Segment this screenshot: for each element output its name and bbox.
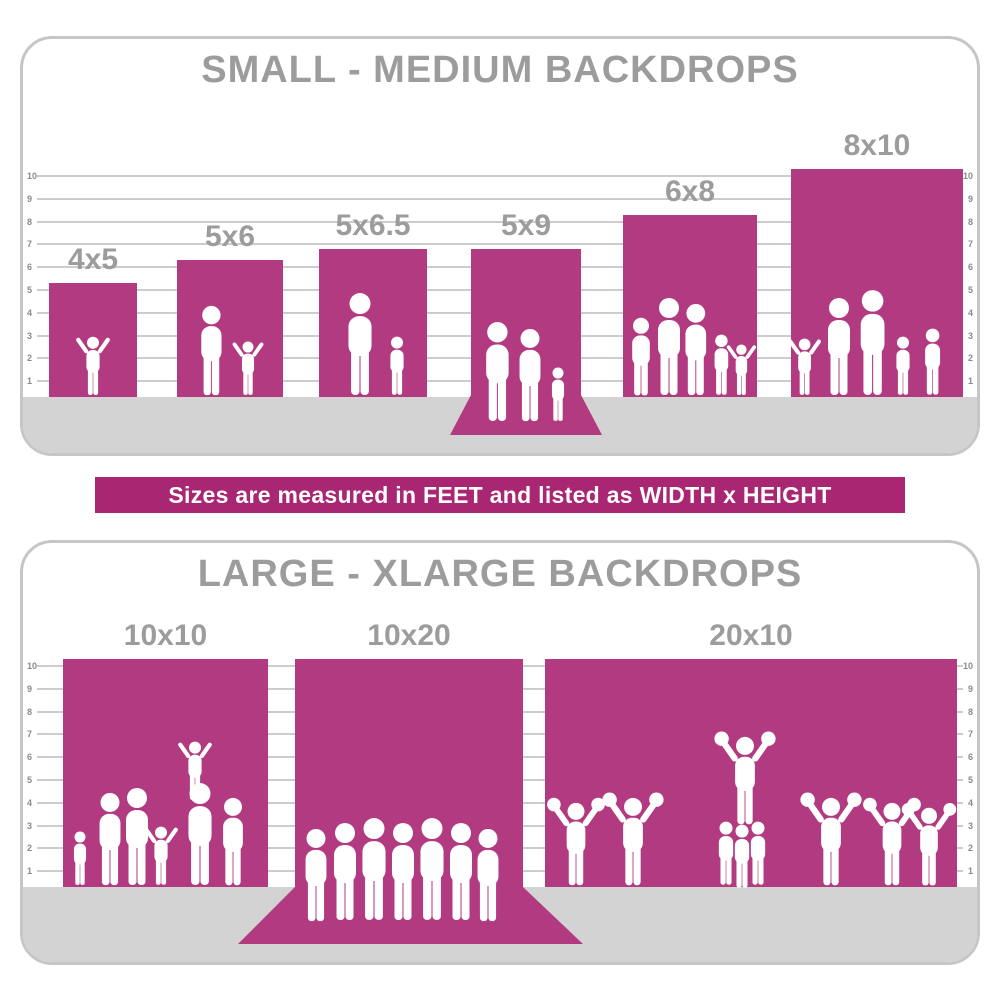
gridline: [37, 197, 963, 200]
bar-size-label: 6x8: [664, 174, 716, 208]
bar-size-label: 8x10: [843, 129, 911, 162]
y-axis-tick: 9: [27, 193, 33, 204]
bar-5x6: 5x6: [177, 220, 283, 397]
father-son-silhouette: [348, 293, 404, 395]
y-axis-tick: 6: [967, 262, 973, 273]
bar-size-label: 20x10: [709, 619, 793, 652]
y-axis-tick: 4: [967, 307, 973, 318]
y-axis-tick: 4: [27, 797, 33, 808]
y-axis-tick: 8: [27, 216, 33, 227]
bar-10x20: 10x20: [295, 619, 523, 922]
y-axis-tick: 8: [967, 216, 973, 227]
y-axis-tick: 1: [27, 866, 33, 877]
measurement-note-text: Sizes are measured in FEET and listed as…: [168, 481, 832, 508]
measurement-note-banner: Sizes are measured in FEET and listed as…: [95, 477, 905, 513]
panel-title: SMALL - MEDIUM BACKDROPS: [201, 49, 799, 91]
large-xlarge-panel: LARGE - XLARGE BACKDROPS 10x10 10x20 20x…: [20, 540, 980, 965]
gridline: [37, 220, 963, 223]
y-axis-tick: 6: [27, 262, 33, 273]
adult-group-silhouette: [305, 818, 499, 922]
y-axis-tick: 10: [962, 661, 973, 671]
y-axis-tick: 4: [27, 307, 33, 318]
y-axis-tick: 2: [967, 843, 973, 854]
y-axis-tick: 10: [962, 171, 973, 181]
large-family-silhouette: [791, 290, 941, 395]
family-on-runner-silhouette: [486, 322, 565, 422]
gridline: [37, 175, 963, 177]
y-axis-tick: 1: [967, 866, 973, 877]
small-medium-panel: SMALL - MEDIUM BACKDROPS 4x5 5x6 5x6.5 5…: [20, 36, 980, 456]
y-axis-tick: 8: [27, 706, 33, 717]
y-axis-tick: 1: [967, 376, 973, 387]
y-axis-tick: 3: [27, 820, 33, 831]
bar-size-label: 5x6: [204, 220, 256, 254]
bar-5x6point5: 5x6.5: [319, 209, 427, 397]
gridline: [37, 243, 963, 246]
y-axis-tick: 9: [27, 683, 33, 694]
bar-6x8: 6x8: [623, 175, 757, 397]
bar-size-label: 5x6.5: [335, 208, 411, 242]
y-axis-tick: 5: [27, 285, 33, 295]
y-axis-tick: 6: [967, 752, 973, 763]
y-axis-tick: 10: [27, 661, 38, 671]
y-axis-tick: 1: [27, 376, 33, 387]
family-shoulder-ride-silhouette: [73, 712, 243, 886]
bar-size-label: 10x20: [367, 619, 451, 652]
y-axis-tick: 2: [27, 843, 33, 854]
y-axis-tick: 5: [967, 775, 973, 785]
y-axis-tick: 3: [27, 330, 33, 341]
toddler-silhouette: [49, 325, 137, 397]
bar-20x10: 20x10: [545, 619, 957, 888]
panel-title: LARGE - XLARGE BACKDROPS: [197, 553, 803, 595]
y-axis-tick: 3: [967, 330, 973, 341]
bar-size-label: 4x5: [67, 243, 119, 276]
y-axis-tick: 7: [27, 729, 33, 740]
y-axis-tick: 5: [967, 285, 973, 295]
bar-8x10: 8x10: [791, 129, 963, 397]
y-axis-tick: 7: [967, 729, 973, 740]
bar-size-label: 5x9: [500, 208, 552, 242]
bar-size-label: 10x10: [123, 619, 208, 652]
cheerleaders-silhouette: [545, 712, 957, 888]
y-axis-tick: 7: [967, 239, 973, 250]
y-axis-tick: 8: [967, 706, 973, 717]
bar-5x9: 5x9: [471, 209, 581, 422]
y-axis-tick: 10: [27, 171, 38, 181]
y-axis-tick: 2: [967, 353, 973, 364]
bar-4x5: 4x5: [49, 243, 137, 397]
bar-10x10: 10x10: [63, 619, 268, 887]
y-axis-tick: 4: [967, 797, 973, 808]
mother-child-silhouette: [201, 305, 283, 396]
y-axis-tick: 5: [27, 775, 33, 785]
y-axis-tick: 3: [967, 820, 973, 831]
y-axis-tick: 9: [967, 193, 973, 204]
y-axis-tick: 7: [27, 239, 33, 250]
family-group-silhouette: [632, 298, 757, 396]
y-axis-tick: 9: [967, 683, 973, 694]
y-axis-tick: 6: [27, 752, 33, 763]
y-axis-tick: 2: [27, 353, 33, 364]
